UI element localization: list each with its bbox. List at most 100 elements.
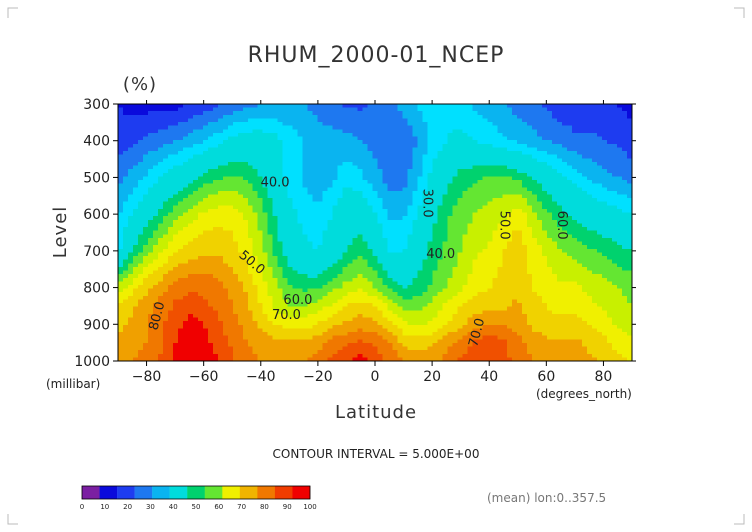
contour-cell: [582, 194, 588, 199]
contour-cell: [352, 194, 359, 199]
contour-cell: [122, 194, 129, 199]
contour-cell: [482, 266, 488, 272]
contour-cell: [312, 180, 319, 185]
contour-cell: [382, 151, 389, 156]
contour-cell: [167, 263, 174, 268]
contour-cell: [482, 147, 488, 152]
contour-cell: [257, 216, 264, 221]
contour-cell: [387, 274, 394, 279]
contour-cell: [157, 132, 164, 138]
contour-cell: [142, 216, 149, 221]
contour-cell: [347, 143, 354, 149]
contour-cell: [507, 151, 513, 156]
contour-cell: [382, 122, 389, 127]
contour-cell: [157, 161, 164, 167]
contour-cell: [197, 125, 204, 130]
contour-cell: [472, 219, 478, 225]
contour-cell: [287, 183, 294, 188]
contour-cell: [472, 151, 478, 156]
contour-cell: [327, 122, 334, 127]
contour-cell: [627, 114, 633, 120]
contour-cell: [237, 259, 244, 264]
contour-cell: [277, 147, 284, 152]
contour-cell: [152, 125, 159, 130]
contour-cell: [157, 169, 164, 174]
contour-cell: [247, 104, 254, 109]
contour-cell: [167, 154, 174, 159]
contour-cell: [122, 158, 129, 163]
contour-cell: [397, 140, 404, 145]
contour-cell: [127, 194, 134, 199]
contour-cell: [467, 176, 473, 181]
contour-cell: [252, 201, 259, 206]
contour-cell: [357, 125, 364, 130]
contour-cell: [542, 252, 548, 257]
contour-cell: [592, 241, 598, 246]
contour-cell: [277, 227, 284, 232]
contour-cell: [392, 266, 399, 272]
contour-cell: [587, 187, 593, 192]
contour-cell: [152, 252, 159, 257]
contour-cell: [252, 136, 259, 141]
contour-cell: [522, 198, 528, 203]
contour-cell: [342, 230, 349, 235]
contour-cell: [242, 176, 249, 181]
contour-cell: [207, 129, 214, 134]
contour-cell: [522, 274, 528, 279]
contour-cell: [182, 248, 189, 254]
contour-cell: [417, 256, 424, 261]
contour-cell: [118, 158, 124, 163]
contour-cell: [477, 248, 483, 254]
contour-cell: [187, 216, 194, 221]
contour-cell: [492, 122, 498, 127]
contour-cell: [577, 169, 583, 174]
contour-cell: [332, 256, 339, 261]
contour-cell: [432, 161, 438, 167]
contour-cell: [417, 252, 424, 257]
contour-cell: [417, 111, 424, 116]
contour-cell: [387, 161, 394, 167]
contour-cell: [187, 151, 194, 156]
contour-cell: [242, 122, 249, 127]
contour-cell: [132, 274, 139, 279]
contour-cell: [257, 129, 264, 134]
contour-cell: [202, 176, 209, 181]
contour-cell: [247, 194, 254, 199]
contour-cell: [552, 161, 558, 167]
contour-cell: [352, 104, 359, 109]
contour-cell: [167, 151, 174, 156]
contour-cell: [322, 111, 329, 116]
contour-cell: [457, 205, 463, 210]
contour-cell: [457, 154, 463, 159]
contour-cell: [122, 190, 129, 196]
contour-cell: [177, 194, 184, 199]
contour-cell: [602, 107, 608, 112]
contour-cell: [247, 111, 254, 116]
contour-cell: [482, 132, 488, 138]
contour-cell: [307, 245, 314, 250]
contour-cell: [118, 201, 124, 206]
contour-cell: [427, 176, 433, 181]
contour-cell: [257, 266, 264, 272]
contour-cell: [582, 104, 588, 109]
contour-cell: [457, 158, 463, 163]
contour-cell: [507, 274, 513, 279]
contour-cell: [512, 230, 518, 235]
contour-cell: [622, 111, 628, 116]
contour-cell: [607, 237, 613, 243]
contour-cell: [432, 201, 438, 206]
contour-cell: [537, 190, 543, 196]
contour-cell: [152, 248, 159, 254]
contour-cell: [432, 125, 438, 130]
contour-cell: [352, 208, 359, 214]
contour-cell: [332, 151, 339, 156]
contour-cell: [122, 241, 129, 246]
contour-cell: [357, 122, 364, 127]
contour-cell: [462, 104, 468, 109]
contour-cell: [337, 208, 344, 214]
contour-cell: [242, 129, 249, 134]
contour-cell: [557, 190, 563, 196]
contour-cell: [177, 252, 184, 257]
contour-cell: [622, 216, 628, 221]
contour-cell: [602, 208, 608, 214]
